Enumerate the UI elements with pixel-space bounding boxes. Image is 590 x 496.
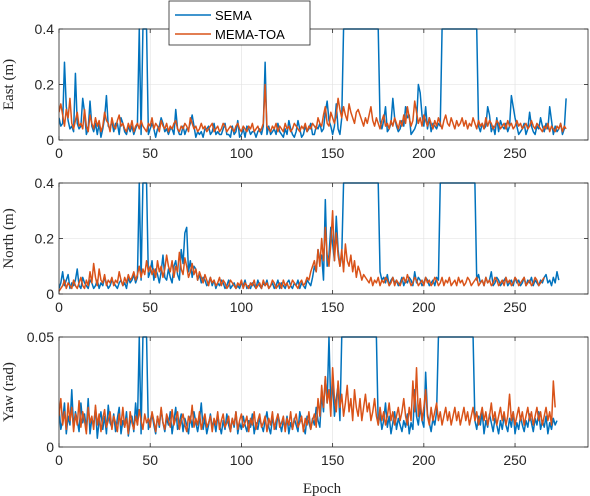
x-tick-label: 150 [321,452,345,468]
y-tick-label: 0.05 [27,329,54,345]
x-tick-label: 0 [55,299,63,315]
axes-box [58,336,589,448]
legend-box [168,0,311,46]
x-tick-label: 0 [55,452,63,468]
y-axis-label: Yaw (rad) [1,362,17,422]
x-tick-label: 50 [142,452,158,468]
panel-yaw: 0 50 100 150 200 250 0 0.05 Yaw (rad) [1,329,589,468]
x-tick-label: 50 [142,145,158,161]
legend-label: MEMA-TOA [215,27,285,42]
y-tick-label: 0.2 [35,231,55,247]
x-axis-label: Epoch [303,481,342,496]
series-line-mema-toa [59,83,567,133]
x-tick-label: 150 [321,299,345,315]
y-tick-label: 0 [46,286,54,302]
series-line-sema [59,182,560,290]
x-tick-label: 200 [412,299,436,315]
y-axis-label: North (m) [1,208,17,268]
x-tick-label: 250 [503,299,527,315]
y-tick-label: 0 [46,132,54,148]
x-tick-label: 100 [230,145,254,161]
x-tick-label: 150 [321,145,345,161]
panel-east: 0 50 100 150 200 250 0 0.2 0.4 East (m) [1,21,589,161]
y-tick-label: 0 [46,439,54,455]
panel-north: 0 50 100 150 200 250 0 0.2 0.4 North (m) [1,175,589,315]
x-tick-label: 200 [412,452,436,468]
y-axis-label: East (m) [1,59,17,110]
y-tick-label: 0.2 [35,77,55,93]
x-tick-label: 0 [55,145,63,161]
legend-label: SEMA [215,8,252,23]
x-tick-label: 100 [230,299,254,315]
x-tick-label: 50 [142,299,158,315]
series-line-mema-toa [59,210,545,292]
legend: SEMA MEMA-TOA [168,0,311,46]
x-tick-label: 250 [503,452,527,468]
y-tick-label: 0.4 [35,175,55,191]
series-line-mema-toa [59,367,556,435]
x-tick-label: 100 [230,452,254,468]
x-tick-label: 250 [503,145,527,161]
y-tick-label: 0.4 [35,21,55,37]
x-tick-label: 200 [412,145,436,161]
